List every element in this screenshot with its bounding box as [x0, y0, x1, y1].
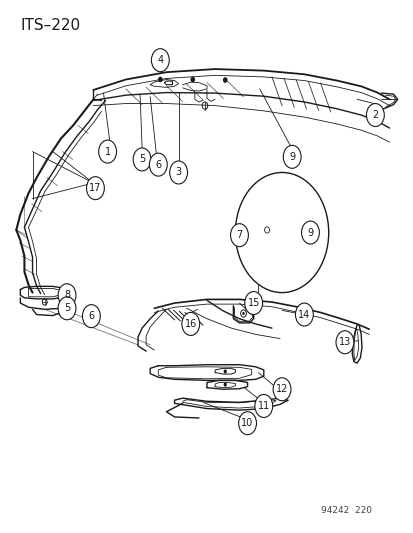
Circle shape — [58, 297, 76, 320]
Text: 3: 3 — [175, 167, 181, 177]
Text: 1: 1 — [104, 147, 110, 157]
Circle shape — [366, 103, 383, 126]
Text: 12: 12 — [275, 384, 287, 394]
Circle shape — [158, 77, 161, 82]
Text: 5: 5 — [139, 155, 145, 164]
Circle shape — [238, 411, 256, 435]
Text: 17: 17 — [89, 183, 101, 193]
Text: 5: 5 — [64, 303, 70, 313]
Text: 15: 15 — [247, 298, 259, 308]
Circle shape — [82, 305, 100, 328]
Text: 6: 6 — [155, 160, 161, 169]
Text: 9: 9 — [288, 152, 294, 162]
Text: 4: 4 — [157, 55, 163, 65]
Circle shape — [254, 394, 272, 417]
Text: 16: 16 — [184, 319, 197, 329]
Text: 14: 14 — [297, 310, 310, 320]
Circle shape — [244, 292, 262, 314]
Circle shape — [151, 49, 169, 71]
Circle shape — [335, 331, 353, 354]
Text: 8: 8 — [64, 290, 70, 300]
Text: 9: 9 — [307, 228, 313, 238]
Circle shape — [133, 148, 151, 171]
Circle shape — [181, 312, 199, 335]
Circle shape — [169, 161, 187, 184]
Circle shape — [235, 173, 328, 293]
Circle shape — [282, 146, 300, 168]
Circle shape — [223, 78, 226, 82]
Text: ITS–220: ITS–220 — [20, 19, 80, 34]
Circle shape — [223, 383, 226, 386]
Text: 94242  220: 94242 220 — [320, 506, 371, 515]
Circle shape — [223, 369, 226, 374]
Text: 11: 11 — [257, 401, 269, 411]
Circle shape — [295, 303, 313, 326]
Text: 2: 2 — [371, 110, 377, 120]
Circle shape — [58, 284, 76, 306]
Circle shape — [191, 77, 194, 82]
Text: 7: 7 — [236, 230, 242, 240]
Text: 13: 13 — [338, 337, 350, 347]
Circle shape — [86, 176, 104, 200]
Text: 10: 10 — [241, 418, 253, 428]
Circle shape — [273, 378, 290, 401]
Circle shape — [149, 153, 167, 176]
Text: 6: 6 — [88, 311, 94, 321]
Circle shape — [242, 312, 244, 315]
Circle shape — [230, 224, 248, 247]
Circle shape — [301, 221, 318, 244]
Circle shape — [98, 140, 116, 163]
